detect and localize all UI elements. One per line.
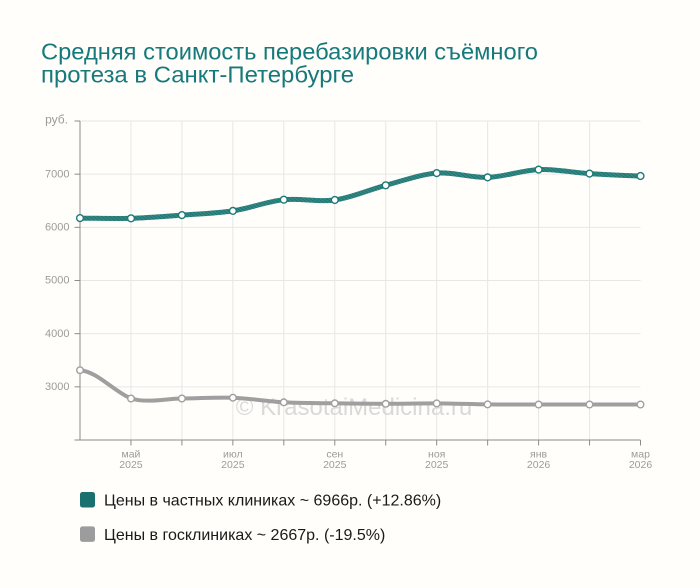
svg-text:© KrasotaiMedicina.ru: © KrasotaiMedicina.ru <box>236 394 472 421</box>
svg-text:май: май <box>121 449 140 461</box>
svg-text:Средняя стоимость перебазировк: Средняя стоимость перебазировки съёмного <box>41 39 538 65</box>
svg-text:2025: 2025 <box>119 459 143 471</box>
svg-text:руб.: руб. <box>45 113 68 127</box>
svg-text:2025: 2025 <box>221 459 245 471</box>
svg-text:2026: 2026 <box>629 459 653 471</box>
svg-text:2025: 2025 <box>323 459 347 471</box>
svg-text:мар: мар <box>631 449 650 461</box>
svg-text:2025: 2025 <box>425 459 449 471</box>
svg-text:ноя: ноя <box>428 449 445 461</box>
svg-text:2026: 2026 <box>527 459 551 471</box>
svg-text:сен: сен <box>326 449 343 461</box>
svg-text:протеза в Санкт-Петербурге: протеза в Санкт-Петербурге <box>41 62 354 88</box>
svg-text:4000: 4000 <box>45 328 69 340</box>
svg-text:7000: 7000 <box>45 168 69 180</box>
svg-text:янв: янв <box>530 449 547 461</box>
svg-text:Цены в госклиниках ~ 2667р. (-: Цены в госклиниках ~ 2667р. (-19.5%) <box>104 527 385 544</box>
svg-text:5000: 5000 <box>45 275 69 287</box>
svg-text:6000: 6000 <box>45 222 69 234</box>
svg-text:июл: июл <box>223 449 243 461</box>
svg-text:Цены в частных клиниках ~ 6966: Цены в частных клиниках ~ 6966р. (+12.86… <box>104 493 441 510</box>
svg-text:3000: 3000 <box>45 381 69 393</box>
